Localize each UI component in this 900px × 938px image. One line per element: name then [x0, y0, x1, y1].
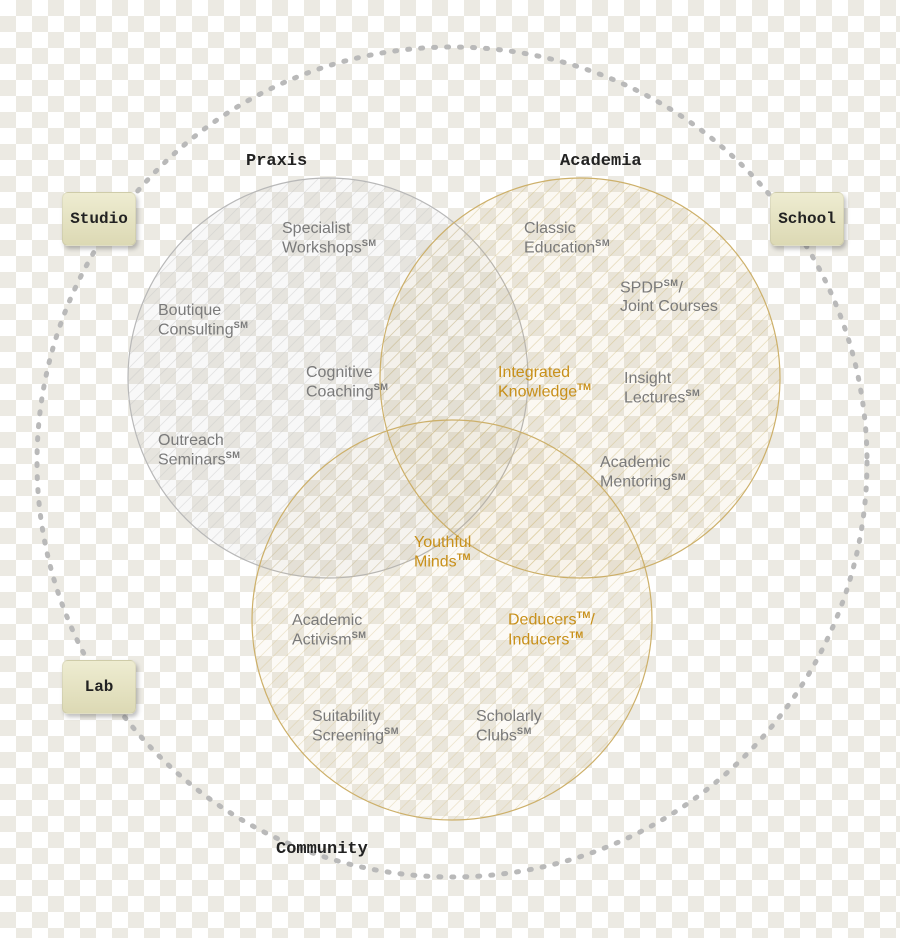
- venn-diagram-canvas: Praxis Academia Community Studio School …: [0, 0, 900, 938]
- item-specialist-workshops: SpecialistWorkshopsSM: [282, 220, 377, 258]
- item-youthful-minds: YouthfulMindsTM: [414, 534, 471, 572]
- item-deducers-inducers: DeducersTM/InducersTM: [508, 610, 595, 649]
- item-boutique-consulting: BoutiqueConsultingSM: [158, 302, 249, 340]
- item-integrated-knowledge: IntegratedKnowledgeTM: [498, 364, 591, 402]
- item-classic-education: ClassicEducationSM: [524, 220, 610, 258]
- item-insight-lectures: InsightLecturesSM: [624, 370, 700, 408]
- item-academic-mentoring: AcademicMentoringSM: [600, 454, 686, 492]
- item-cognitive-coaching: CognitiveCoachingSM: [306, 364, 389, 402]
- label-praxis: Praxis: [246, 152, 307, 171]
- label-community: Community: [276, 840, 368, 859]
- item-spdp-joint: SPDPSM/Joint Courses: [620, 278, 718, 316]
- item-outreach-seminars: OutreachSeminarsSM: [158, 432, 240, 470]
- box-school: School: [770, 192, 844, 246]
- label-academia: Academia: [560, 152, 642, 171]
- item-scholarly-clubs: ScholarlyClubsSM: [476, 708, 542, 746]
- box-studio: Studio: [62, 192, 136, 246]
- box-lab: Lab: [62, 660, 136, 714]
- item-suitability-screening: SuitabilityScreeningSM: [312, 708, 399, 746]
- venn-svg: [0, 0, 900, 938]
- item-academic-activism: AcademicActivismSM: [292, 612, 366, 650]
